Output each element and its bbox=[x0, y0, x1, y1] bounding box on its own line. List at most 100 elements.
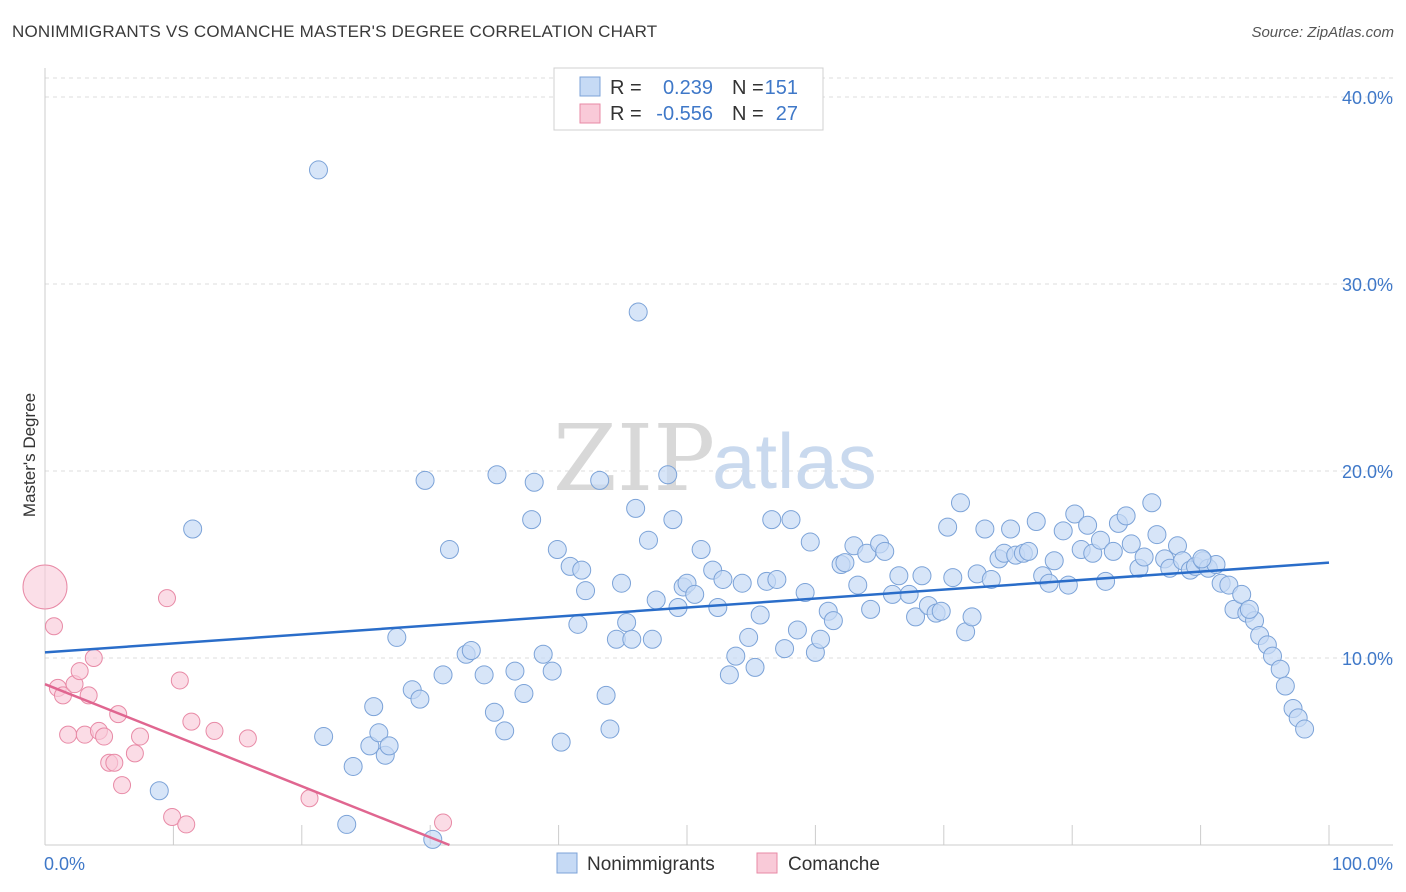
nonimmigrants-point bbox=[1121, 534, 1141, 554]
nonimmigrants-point bbox=[663, 510, 683, 530]
nonimmigrants-point bbox=[750, 605, 770, 625]
nonimmigrants-point bbox=[950, 493, 970, 513]
comanche-point bbox=[44, 617, 63, 636]
nonimmigrants-point bbox=[823, 611, 843, 631]
legend-swatch-blue bbox=[579, 76, 601, 97]
nonimmigrants-point bbox=[1019, 541, 1039, 561]
nonimmigrants-point bbox=[522, 510, 542, 530]
comanche-point bbox=[70, 662, 89, 681]
nonimmigrants-point bbox=[149, 781, 169, 801]
nonimmigrants-point bbox=[514, 684, 534, 704]
nonimmigrants-point bbox=[739, 627, 759, 647]
nonimmigrants-point bbox=[938, 517, 958, 537]
nonimmigrants-point bbox=[364, 697, 384, 717]
nonimmigrants-point bbox=[762, 510, 782, 530]
comanche-point bbox=[163, 807, 182, 826]
x-tick-label-max: 100.0% bbox=[1332, 854, 1393, 874]
nonimmigrants-point bbox=[433, 665, 453, 685]
nonimmigrants-point bbox=[899, 584, 919, 604]
nonimmigrants-point bbox=[1239, 599, 1259, 619]
nonimmigrants-point bbox=[943, 568, 963, 588]
nonimmigrants-point bbox=[1219, 575, 1239, 595]
series-legend: Nonimmigrants Comanche bbox=[556, 852, 880, 875]
nonimmigrants-point bbox=[568, 614, 588, 634]
nonimmigrants-point bbox=[487, 465, 507, 485]
nonimmigrants-point bbox=[551, 732, 571, 752]
nonimmigrants-point bbox=[612, 573, 632, 593]
y-axis-label: Master's Degree bbox=[20, 393, 39, 517]
legend-r-value-1: 0.239 bbox=[663, 77, 713, 99]
nonimmigrants-point bbox=[726, 646, 746, 666]
comanche-point bbox=[177, 815, 196, 834]
nonimmigrants-point bbox=[1078, 515, 1098, 535]
nonimmigrants-point bbox=[533, 644, 553, 664]
nonimmigrants-point bbox=[596, 685, 616, 705]
nonimmigrants-point bbox=[360, 736, 380, 756]
nonimmigrants-point bbox=[1103, 541, 1123, 561]
comanche-point bbox=[131, 727, 150, 746]
nonimmigrants-point bbox=[906, 607, 926, 627]
legend-n-label-2: N = bbox=[732, 103, 764, 125]
nonimmigrants-point bbox=[1090, 530, 1110, 550]
comanche-point bbox=[125, 744, 144, 763]
bottom-legend-label-comanche: Comanche bbox=[788, 854, 880, 875]
legend-r-label-1: R = bbox=[610, 77, 642, 99]
nonimmigrants-point bbox=[572, 560, 592, 580]
bottom-legend-swatch-nonimmigrants bbox=[556, 852, 578, 874]
nonimmigrants-point bbox=[495, 721, 515, 741]
y-tick-label-20: 20.0% bbox=[1342, 462, 1393, 482]
nonimmigrants-point bbox=[1142, 493, 1162, 513]
legend-r-label-2: R = bbox=[610, 103, 642, 125]
comanche-point bbox=[22, 564, 68, 610]
correlation-legend: R = 0.239 N = 151 R = -0.556 N = 27 bbox=[553, 67, 824, 131]
nonimmigrants-trend-line bbox=[44, 561, 1330, 654]
comanche-point bbox=[157, 589, 176, 608]
comanche-points bbox=[22, 564, 453, 834]
nonimmigrants-point bbox=[590, 470, 610, 490]
legend-n-value-2: 27 bbox=[776, 103, 798, 125]
nonimmigrants-point bbox=[387, 627, 407, 647]
chart-title: NONIMMIGRANTS VS COMANCHE MASTER'S DEGRE… bbox=[12, 22, 658, 41]
nonimmigrants-points bbox=[149, 160, 1315, 849]
comanche-point bbox=[84, 649, 103, 667]
nonimmigrants-point bbox=[732, 573, 752, 593]
nonimmigrants-point bbox=[912, 566, 932, 586]
nonimmigrants-point bbox=[1096, 571, 1116, 591]
nonimmigrants-point bbox=[691, 540, 711, 560]
nonimmigrants-point bbox=[713, 569, 733, 589]
nonimmigrants-point bbox=[1116, 506, 1136, 526]
comanche-point bbox=[205, 721, 224, 740]
nonimmigrants-point bbox=[410, 689, 430, 709]
nonimmigrants-point bbox=[343, 756, 363, 776]
nonimmigrants-point bbox=[474, 665, 494, 685]
legend-swatch-pink bbox=[579, 103, 601, 124]
nonimmigrants-point bbox=[775, 639, 795, 659]
nonimmigrants-point bbox=[379, 736, 399, 756]
nonimmigrants-point bbox=[848, 575, 868, 595]
nonimmigrants-point bbox=[875, 541, 895, 561]
legend-n-label-1: N = bbox=[732, 77, 764, 99]
nonimmigrants-point bbox=[1044, 551, 1064, 571]
nonimmigrants-point bbox=[975, 519, 995, 539]
legend-n-value-1: 151 bbox=[765, 77, 798, 99]
watermark-atlas: atlas bbox=[712, 417, 877, 505]
nonimmigrants-point bbox=[183, 519, 203, 539]
comanche-trend-line bbox=[44, 683, 450, 847]
y-axis-tick-labels: 10.0% 20.0% 30.0% 40.0% bbox=[1342, 88, 1393, 669]
nonimmigrants-point bbox=[1134, 547, 1154, 567]
comanche-point bbox=[59, 725, 78, 744]
y-tick-label-40: 40.0% bbox=[1342, 88, 1393, 108]
nonimmigrants-point bbox=[576, 581, 596, 601]
nonimmigrants-point bbox=[308, 160, 328, 180]
nonimmigrants-point bbox=[415, 470, 435, 490]
nonimmigrants-point bbox=[1275, 676, 1295, 696]
nonimmigrants-point bbox=[835, 553, 855, 573]
nonimmigrants-point bbox=[931, 601, 951, 621]
nonimmigrants-point bbox=[1053, 521, 1073, 541]
comanche-point bbox=[95, 727, 114, 746]
nonimmigrants-point bbox=[626, 498, 646, 518]
nonimmigrants-point bbox=[708, 598, 728, 618]
nonimmigrants-point bbox=[461, 641, 481, 661]
nonimmigrants-point bbox=[484, 702, 504, 722]
nonimmigrants-point bbox=[369, 723, 389, 743]
